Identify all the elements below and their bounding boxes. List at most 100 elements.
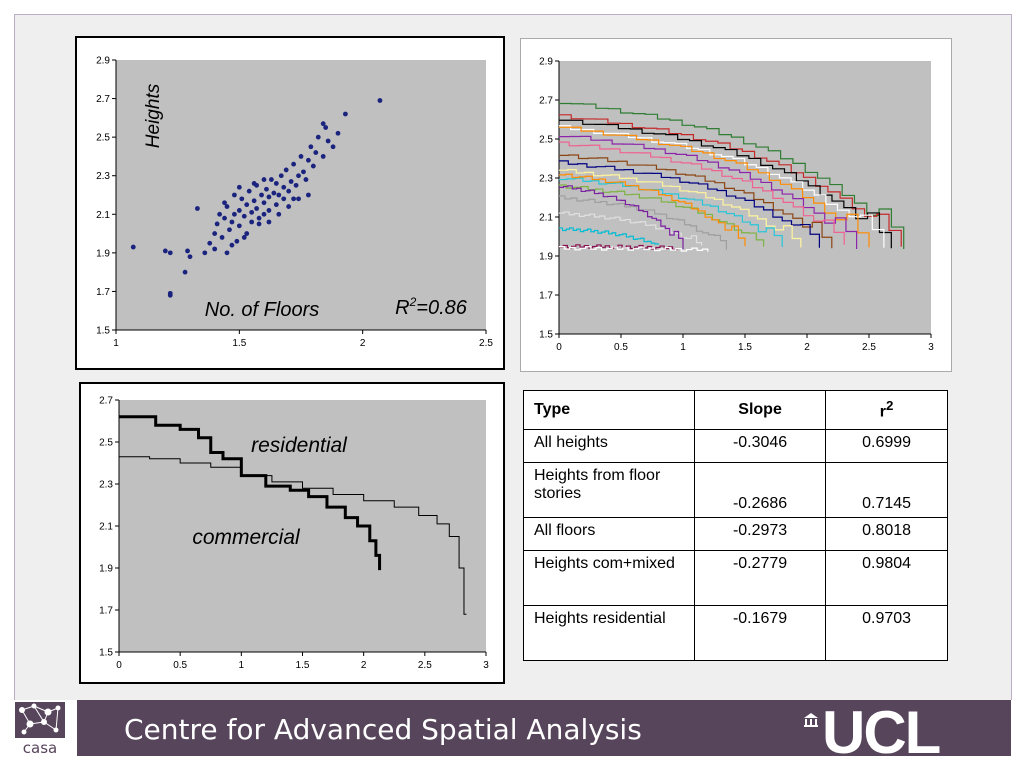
row-r2: 0.8018 (825, 517, 948, 551)
table-row: Heights residential -0.1679 0.9703 (523, 605, 948, 661)
rescom-y-tick-label: 2.3 (99, 480, 113, 491)
lines-series-line (559, 126, 870, 248)
lines-series-line (559, 119, 892, 249)
lines-series-line (559, 211, 703, 246)
scatter-x-tick-label: 1 (113, 338, 119, 349)
casa-network-icon: casa (15, 702, 65, 757)
scatter-point (286, 204, 292, 209)
table-header-row: Type Slope r2 (523, 390, 948, 430)
scatter-y-tick-label: 2.3 (96, 171, 110, 182)
scatter-point (214, 221, 220, 227)
rank-size-lines-panel: 1.5 1.7 1.9 2.1 2.3 2.5 2.7 2.9 0 0.5 1 1.5 2 2.5 3 (520, 38, 952, 372)
scatter-point (325, 138, 331, 144)
lines-y-tick-label: 2.9 (539, 57, 553, 68)
row-slope: -0.2973 (693, 517, 827, 551)
row-type: Heights com+mixed (523, 550, 695, 606)
rescom-y-tick-label: 2.1 (99, 522, 113, 533)
lines-series-line (559, 184, 765, 247)
residential-commercial-chart: 1.5 1.7 1.9 2.1 2.3 2.5 2.7 0 0.5 1 1.5 2 2.5 3 reside… (99, 396, 489, 672)
scatter-point (261, 211, 267, 217)
rank-size-lines-chart: 1.5 1.7 1.9 2.1 2.3 2.5 2.7 2.9 0 0.5 1 1.5 2 2.5 3 (539, 57, 934, 354)
scatter-y-tick-label: 2.5 (96, 133, 110, 144)
scatter-point (273, 202, 279, 208)
scatter-point (241, 235, 247, 240)
scatter-point (162, 248, 168, 254)
lines-x-tick-label: 2.5 (862, 342, 876, 353)
scatter-y-tick-label: 2.1 (96, 210, 110, 221)
scatter-point (249, 219, 255, 225)
scatter-point (236, 208, 242, 213)
scatter-y-label: Heights (143, 83, 164, 148)
table-row: All floors -0.2973 0.8018 (523, 517, 948, 551)
scatter-point (222, 215, 227, 221)
scatter-point (281, 184, 287, 190)
scatter-y-tick-label: 1.5 (96, 326, 110, 337)
scatter-point (261, 177, 267, 182)
scatter-point (244, 231, 250, 236)
scatter-point (251, 198, 257, 204)
scatter-point (212, 231, 218, 236)
scatter-point (323, 125, 329, 130)
table-row: Heights com+mixed -0.2779 0.9804 (523, 550, 948, 606)
scatter-point (232, 211, 237, 217)
scatter-x-tick-label: 1.5 (232, 338, 246, 349)
scatter-plot-area (116, 60, 486, 330)
rescom-x-tick-label: 0.5 (173, 660, 187, 671)
scatter-point (276, 211, 282, 217)
scatter-point (219, 235, 225, 240)
row-slope: -0.3046 (693, 429, 827, 463)
lines-series-line (559, 102, 905, 249)
lines-series-line (559, 246, 709, 252)
row-type: Heights from floor stories (523, 462, 695, 518)
scatter-point (217, 211, 223, 217)
scatter-point (241, 213, 247, 219)
scatter-point (308, 144, 314, 150)
lines-series-line (559, 154, 833, 249)
row-r2: 0.9703 (825, 605, 948, 661)
rescom-annotation-commercial: commercial (192, 526, 301, 549)
scatter-point (256, 221, 262, 227)
scatter-point (182, 269, 188, 275)
footer-title: Centre for Advanced Spatial Analysis (124, 713, 642, 746)
lines-x-tick-label: 3 (928, 342, 934, 353)
scatter-point (256, 215, 262, 221)
lines-y-tick-label: 2.5 (539, 135, 553, 146)
rescom-x-tick-label: 1 (239, 660, 245, 671)
scatter-y-tick-label: 2.9 (96, 56, 110, 67)
rescom-y-tick-label: 1.9 (99, 564, 113, 575)
scatter-point (232, 192, 237, 198)
scatter-point (271, 190, 277, 196)
scatter-point (278, 173, 284, 179)
row-type: All heights (523, 429, 695, 463)
scatter-point (266, 194, 272, 200)
scatter-y-tick-label: 1.9 (96, 248, 110, 259)
scatter-point (207, 240, 213, 246)
scatter-point (259, 192, 264, 198)
scatter-point (261, 200, 267, 206)
row-slope: -0.2686 (693, 462, 827, 518)
row-r2: 0.9804 (825, 550, 948, 606)
scatter-point (303, 177, 309, 182)
casa-logo: casa (14, 700, 66, 757)
lines-x-tick-label: 1 (680, 342, 686, 353)
rescom-plot-area (119, 400, 486, 652)
footer-bar (77, 700, 1011, 756)
scatter-point (310, 163, 316, 169)
casa-logo-text: casa (23, 739, 57, 756)
scatter-point (185, 248, 190, 254)
scatter-point (244, 202, 250, 208)
scatter-chart: 1.51.71.92.12.32.52.72.91 1.5 2 2.5HeightsN… (96, 56, 493, 350)
header-slope: Slope (693, 390, 827, 430)
row-slope: -0.1679 (693, 605, 827, 661)
lines-series-line (559, 244, 678, 251)
scatter-y-tick-label: 2.7 (96, 94, 110, 105)
scatter-point (130, 244, 136, 250)
scatter-point (167, 290, 173, 296)
scatter-point (330, 144, 336, 150)
scatter-point (296, 196, 301, 202)
rescom-annotation-residential: residential (251, 434, 348, 457)
lines-series-line (559, 227, 659, 245)
scatter-point (273, 181, 279, 186)
row-type: All floors (523, 517, 695, 551)
rescom-y-tick-label: 2.7 (99, 396, 113, 407)
